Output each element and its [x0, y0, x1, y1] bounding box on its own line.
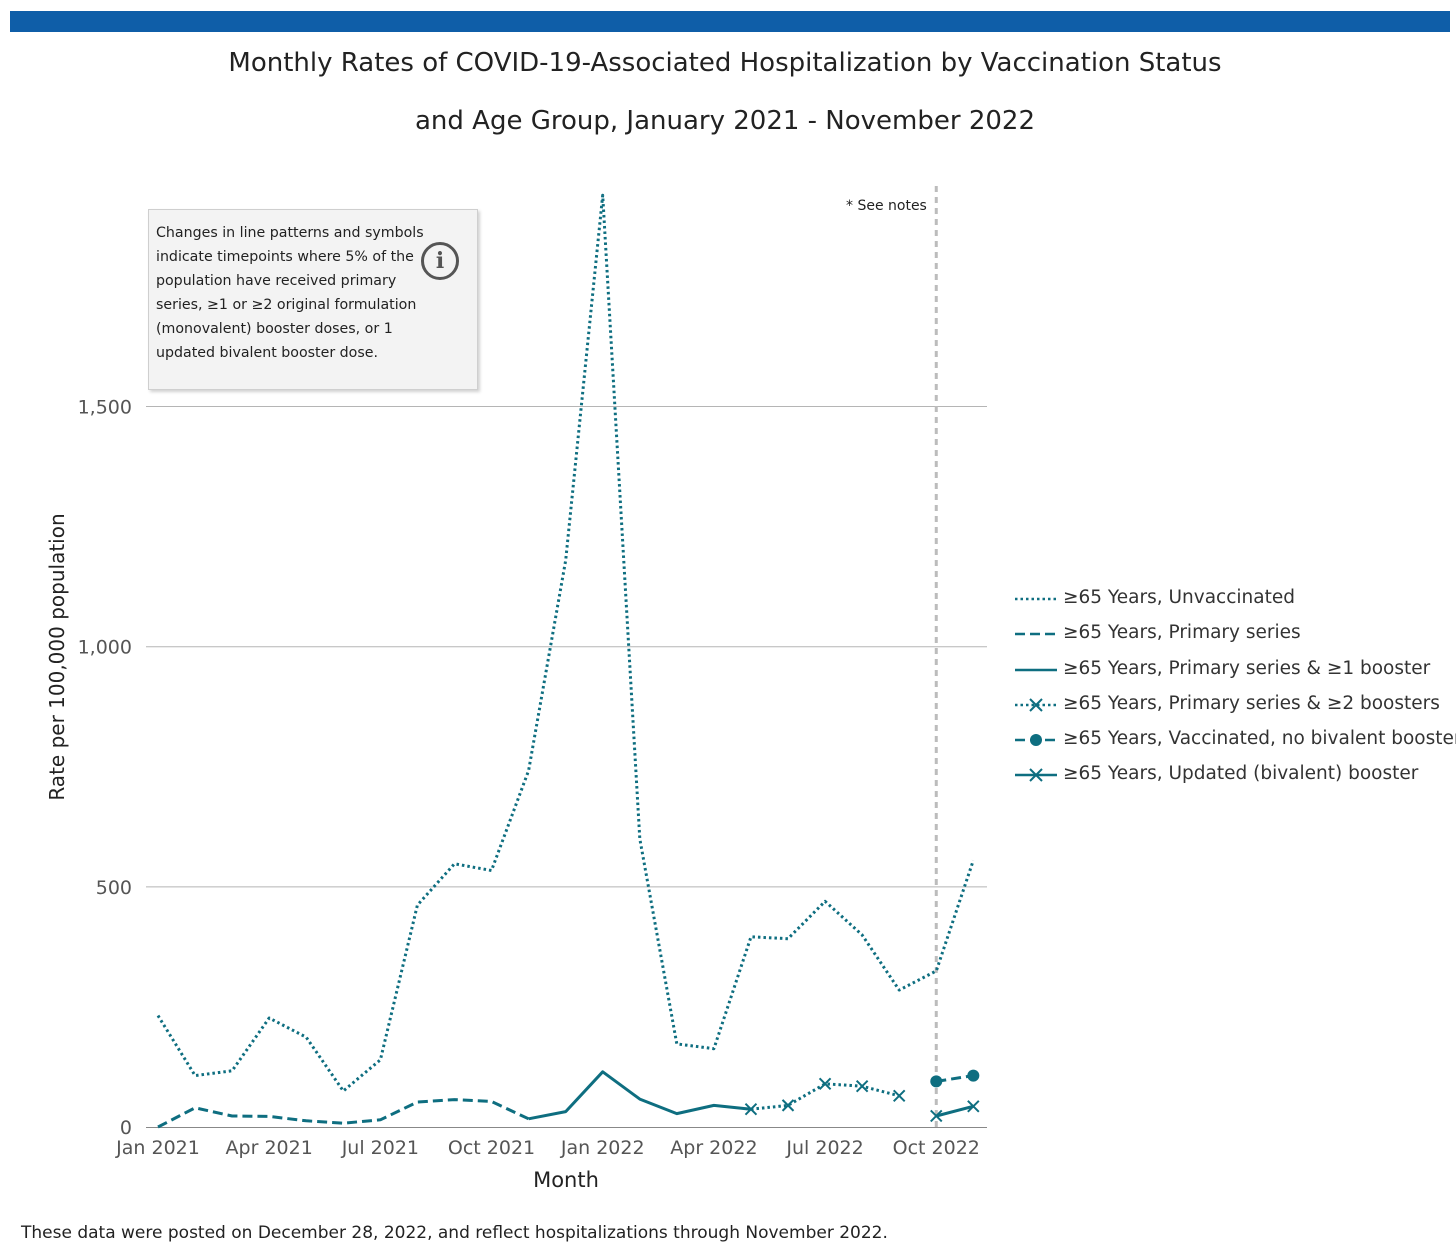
- x-tick-label: Oct 2022: [893, 1137, 980, 1159]
- info-icon[interactable]: i: [421, 242, 459, 280]
- y-tick-label: 500: [96, 877, 132, 899]
- see-notes-label[interactable]: * See notes: [846, 198, 927, 214]
- series-line-0: [156, 193, 975, 1093]
- y-tick-label: 1,000: [78, 637, 132, 659]
- data-point-x-marker: [892, 1089, 906, 1102]
- legend-dotted-x-icon: [1015, 698, 1057, 712]
- legend-dashed-circle-icon: [1015, 734, 1057, 747]
- chart-title-line-1: Monthly Rates of COVID-19-Associated Hos…: [228, 48, 1222, 78]
- x-tick-label: Apr 2021: [226, 1137, 313, 1159]
- legend-solid-line-icon: [1015, 668, 1057, 671]
- series-line-1: [157, 1098, 530, 1129]
- y-tick-label: 1,500: [78, 397, 132, 419]
- legend-label: ≥65 Years, Primary series & ≥2 boosters: [1063, 692, 1440, 714]
- chart-title-line-2: and Age Group, January 2021 - November 2…: [414, 106, 1035, 136]
- info-box-text: Changes in line patterns and symbols ind…: [156, 225, 424, 361]
- data-point-x-marker: [744, 1103, 758, 1116]
- legend-dotted-line-icon: [1015, 597, 1057, 601]
- series-line-2: [528, 1070, 752, 1121]
- x-tick-label: Jul 2022: [785, 1137, 863, 1159]
- legend-solid-x-icon: [1015, 768, 1057, 783]
- x-tick-label: Apr 2022: [670, 1137, 757, 1159]
- y-tick-label: 0: [120, 1117, 132, 1139]
- x-tick-label: Jan 2022: [560, 1137, 645, 1159]
- x-tick-label: Oct 2021: [448, 1137, 535, 1159]
- top-banner-bar: [10, 11, 1450, 32]
- data-point-circle-marker: [967, 1069, 980, 1082]
- series-line-4: [936, 1074, 974, 1083]
- data-point-x-marker: [930, 1109, 943, 1123]
- x-tick-label: Jan 2021: [115, 1137, 200, 1159]
- legend-label: ≥65 Years, Primary series & ≥1 booster: [1063, 657, 1431, 679]
- data-point-x-marker: [967, 1100, 980, 1113]
- data-point-circle-marker: [930, 1075, 943, 1088]
- data-point-x-marker: [781, 1099, 795, 1112]
- legend-label: ≥65 Years, Updated (bivalent) booster: [1063, 763, 1419, 785]
- series-line-3: [750, 1082, 900, 1111]
- y-axis-label: Rate per 100,000 population: [45, 513, 69, 801]
- x-tick-label: Jul 2021: [341, 1137, 419, 1159]
- legend-dashed-line-icon: [1015, 633, 1057, 636]
- legend-label: ≥65 Years, Unvaccinated: [1063, 587, 1295, 608]
- data-point-x-marker: [818, 1077, 832, 1090]
- data-point-x-marker: [855, 1079, 869, 1093]
- footnote: These data were posted on December 28, 2…: [21, 1223, 888, 1243]
- series-line-5: [935, 1104, 974, 1118]
- info-box: Changes in line patterns and symbols ind…: [148, 209, 478, 390]
- legend-label: ≥65 Years, Vaccinated, no bivalent boost…: [1063, 728, 1456, 750]
- legend-label: ≥65 Years, Primary series: [1063, 622, 1301, 644]
- x-axis-label: Month: [533, 1168, 599, 1192]
